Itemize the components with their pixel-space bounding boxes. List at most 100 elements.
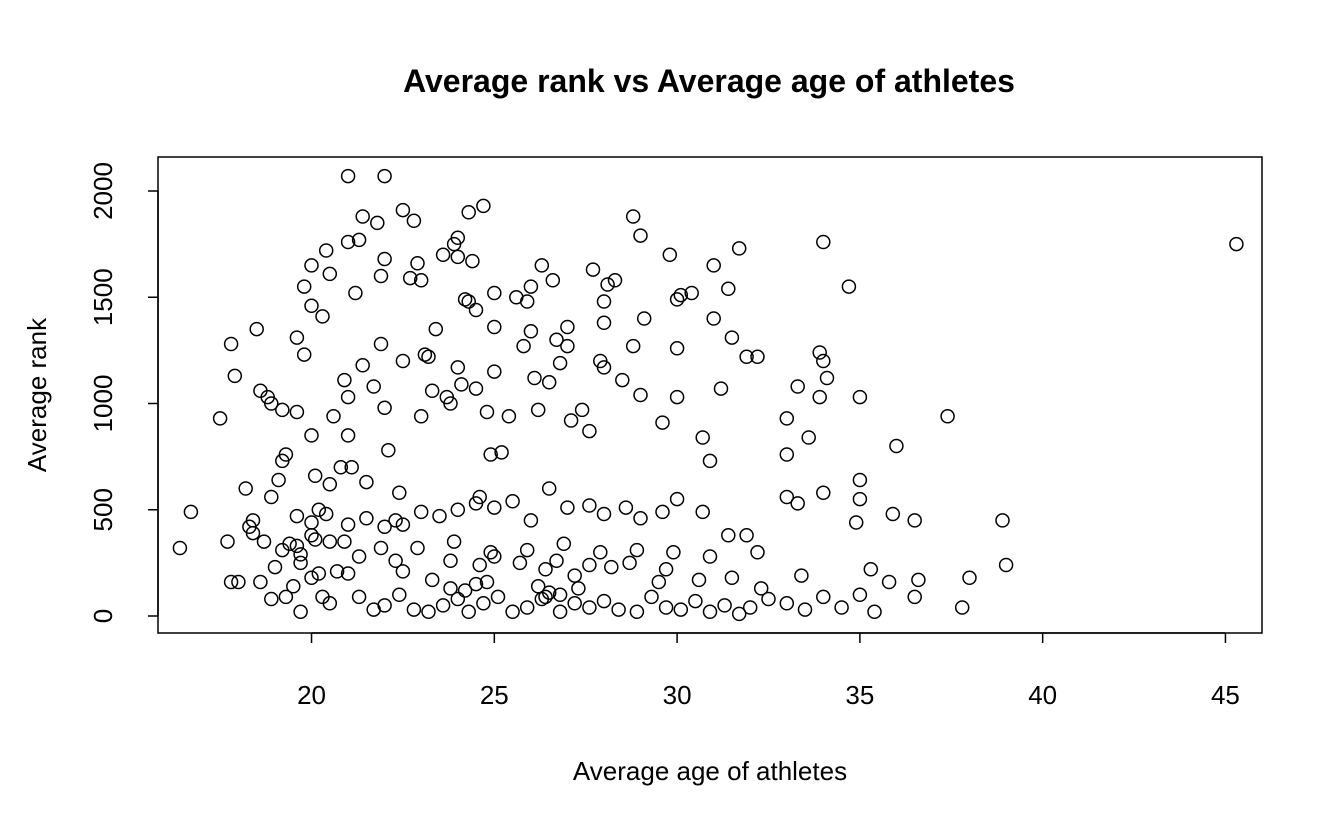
data-point xyxy=(794,568,809,583)
data-point xyxy=(432,508,447,524)
x-tick-label: 35 xyxy=(845,680,874,710)
data-point xyxy=(538,589,553,605)
data-point xyxy=(307,532,323,547)
data-point xyxy=(538,562,553,577)
data-point xyxy=(812,345,827,360)
data-point xyxy=(582,557,597,573)
y-tick-label: 0 xyxy=(88,609,118,623)
data-point xyxy=(337,372,352,388)
data-point xyxy=(344,460,359,475)
data-point xyxy=(541,375,557,390)
data-point xyxy=(695,430,710,445)
data-point xyxy=(461,205,476,220)
data-point xyxy=(406,602,422,617)
data-point xyxy=(212,411,228,426)
data-point xyxy=(296,347,312,362)
data-point xyxy=(779,596,795,611)
data-point xyxy=(721,528,736,543)
data-point xyxy=(819,370,835,386)
plot-frame xyxy=(157,156,1263,634)
y-tick-label: 2000 xyxy=(88,162,118,220)
data-point xyxy=(658,562,674,577)
data-point xyxy=(724,330,740,345)
data-point xyxy=(541,481,557,496)
data-point xyxy=(377,519,392,535)
data-point xyxy=(582,600,597,615)
x-tick-label: 40 xyxy=(1028,680,1057,710)
data-point xyxy=(490,589,506,605)
data-point xyxy=(264,489,279,505)
data-point xyxy=(852,491,868,507)
data-point xyxy=(348,285,363,301)
data-point xyxy=(395,202,411,218)
data-point xyxy=(406,213,422,229)
data-point xyxy=(560,338,575,354)
data-point xyxy=(534,258,550,273)
data-point xyxy=(487,500,502,515)
data-point xyxy=(998,557,1014,573)
data-point xyxy=(468,496,484,511)
data-point xyxy=(366,379,381,394)
data-point xyxy=(304,428,319,443)
data-point xyxy=(326,409,341,424)
data-point xyxy=(333,460,349,475)
data-point xyxy=(417,347,433,362)
data-point xyxy=(304,570,319,586)
data-point xyxy=(655,504,670,520)
data-point xyxy=(684,285,699,301)
data-point xyxy=(669,292,685,307)
data-point xyxy=(549,553,564,569)
data-point xyxy=(644,589,659,605)
data-point xyxy=(834,600,849,615)
x-tick-label: 45 xyxy=(1211,680,1240,710)
data-point xyxy=(867,604,882,620)
data-point xyxy=(424,383,440,399)
data-point xyxy=(852,472,868,488)
data-point xyxy=(402,270,418,286)
data-point xyxy=(816,485,831,501)
y-tick-label: 1000 xyxy=(88,375,118,433)
data-point xyxy=(373,268,389,284)
data-point xyxy=(227,368,243,384)
data-point xyxy=(816,353,831,369)
data-point xyxy=(428,321,444,337)
y-tick-label: 1500 xyxy=(88,268,118,326)
data-point xyxy=(615,372,630,388)
data-point xyxy=(351,232,367,248)
data-point xyxy=(223,574,239,590)
data-point xyxy=(633,511,648,526)
data-point xyxy=(655,415,670,430)
data-point xyxy=(519,542,535,558)
data-point xyxy=(527,370,542,386)
data-point xyxy=(549,332,564,348)
data-point xyxy=(629,542,645,558)
data-point xyxy=(377,251,392,267)
data-point xyxy=(907,589,922,605)
data-point xyxy=(381,443,396,458)
data-point xyxy=(373,336,389,352)
data-point xyxy=(717,598,732,613)
data-point xyxy=(1229,236,1244,252)
data-point xyxy=(523,513,539,528)
data-point xyxy=(962,570,977,586)
data-point xyxy=(523,324,539,339)
data-point xyxy=(954,600,970,615)
data-point xyxy=(625,209,641,224)
data-point xyxy=(505,494,520,509)
data-point xyxy=(311,502,327,518)
data-point xyxy=(779,447,795,462)
data-point xyxy=(457,292,473,307)
data-point xyxy=(322,266,338,282)
data-point xyxy=(582,498,597,513)
data-point xyxy=(779,411,795,426)
data-point xyxy=(293,547,308,562)
data-point xyxy=(220,534,235,549)
data-point xyxy=(801,430,816,445)
data-point xyxy=(355,209,370,224)
data-point xyxy=(541,585,557,600)
data-point xyxy=(468,302,484,318)
data-point xyxy=(739,528,754,543)
data-point xyxy=(552,355,568,371)
data-point xyxy=(812,389,827,405)
